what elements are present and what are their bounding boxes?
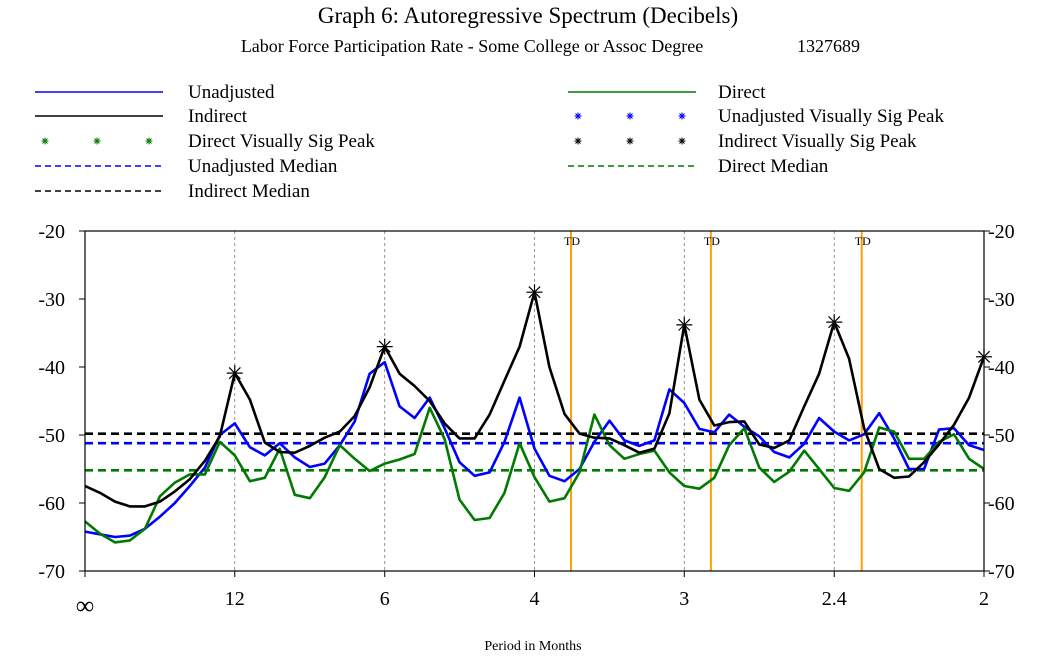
x-tick-label: 6 [380, 588, 390, 610]
x-tick-label: 4 [530, 588, 540, 610]
plot-area: TD TD TD -20 -20 -30 -30 -40 -40 -50 -50 -60 -60 -70 -… [38, 221, 1014, 620]
legend-label: Direct Median [718, 156, 829, 177]
legend-label: Unadjusted Median [188, 156, 338, 177]
legend-star-marker [626, 137, 634, 145]
y-tick-label-left: -40 [38, 357, 65, 379]
legend-label: Indirect [188, 106, 248, 127]
td-label: TD [704, 234, 720, 248]
y-tick-label-left: -30 [38, 289, 65, 311]
x-tick-label: 12 [225, 588, 245, 610]
legend-label: Unadjusted [188, 82, 275, 103]
legend-star-marker [93, 137, 101, 145]
legend: Unadjusted Direct Indirect Unadjusted Visua… [35, 82, 944, 202]
sig-peak-marker-indirect [376, 338, 393, 355]
legend-entry-unadjusted-star: Unadjusted Visually Sig Peak [574, 106, 944, 127]
x-tick-label: 3 [679, 588, 689, 610]
x-tick-label: 2 [979, 588, 989, 610]
series-line-unadjusted [84, 360, 985, 539]
y-tick-label-right: -70 [988, 561, 1015, 583]
legend-label: Direct Visually Sig Peak [188, 131, 375, 152]
legend-star-marker [145, 137, 153, 145]
legend-entry-direct-line: Direct [568, 82, 766, 103]
sig-peak-marker-indirect [526, 284, 543, 301]
y-tick-label-right: -60 [988, 493, 1015, 515]
legend-label: Indirect Median [188, 181, 310, 202]
legend-label: Unadjusted Visually Sig Peak [718, 106, 944, 127]
legend-entry-indirect-star: Indirect Visually Sig Peak [574, 131, 917, 152]
sig-peak-marker-indirect [826, 314, 843, 331]
legend-entry-direct-dash: Direct Median [568, 156, 829, 177]
legend-entry-direct-star: Direct Visually Sig Peak [41, 131, 375, 152]
legend-entry-unadjusted-line: Unadjusted [35, 82, 275, 103]
chart-title: Graph 6: Autoregressive Spectrum (Decibe… [318, 3, 738, 28]
legend-star-marker [626, 112, 634, 120]
series-code: 1327689 [797, 36, 860, 56]
legend-entry-unadjusted-dash: Unadjusted Median [35, 156, 338, 177]
legend-label: Direct [718, 82, 766, 103]
legend-label: Indirect Visually Sig Peak [718, 131, 917, 152]
y-tick-label-left: -70 [38, 561, 65, 583]
chart-subtitle: Labor Force Participation Rate - Some Co… [241, 36, 703, 56]
y-tick-label-right: -40 [988, 357, 1015, 379]
legend-star-marker [574, 137, 582, 145]
x-tick-label: 2.4 [822, 588, 847, 610]
legend-star-marker [678, 137, 686, 145]
td-label: TD [564, 234, 580, 248]
x-axis-label: Period in Months [484, 639, 581, 654]
legend-star-marker [41, 137, 49, 145]
y-tick-label-right: -30 [988, 289, 1015, 311]
y-tick-label-right: -20 [988, 221, 1015, 243]
y-tick-label-left: -60 [38, 493, 65, 515]
sig-peak-marker-indirect [676, 316, 693, 333]
legend-star-marker [678, 112, 686, 120]
sig-peak-marker-indirect [226, 365, 243, 382]
x-tick-label: ∞ [76, 591, 95, 620]
legend-entry-indirect-line: Indirect [35, 106, 248, 127]
y-tick-label-left: -20 [38, 221, 65, 243]
legend-star-marker [574, 112, 582, 120]
td-label: TD [855, 234, 871, 248]
y-tick-label-right: -50 [988, 425, 1015, 447]
legend-entry-indirect-dash: Indirect Median [35, 181, 310, 202]
series-line-direct [84, 406, 985, 544]
y-tick-label-left: -50 [38, 425, 65, 447]
